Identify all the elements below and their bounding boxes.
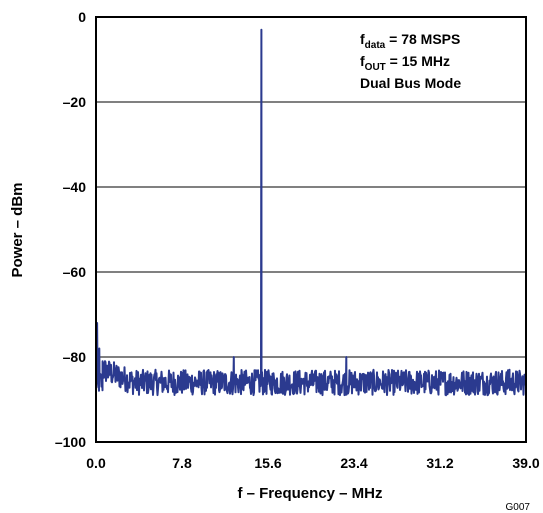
grid-lines (96, 101, 526, 358)
x-tick-label: 7.8 (172, 455, 192, 471)
annotation-box: fdata = 78 MSPS fOUT = 15 MHz Dual Bus M… (360, 31, 461, 91)
y-tick-label: –40 (63, 179, 87, 195)
y-tick-label: –80 (63, 349, 87, 365)
y-tick-label: –100 (55, 434, 86, 450)
y-tick-label: –60 (63, 264, 87, 280)
annotation-line-2: fOUT = 15 MHz (360, 53, 450, 73)
x-tick-label: 23.4 (340, 455, 367, 471)
spectrum-trace (95, 24, 527, 442)
x-axis-title: f – Frequency – MHz (237, 485, 382, 502)
figure-id: G007 (506, 502, 531, 513)
y-tick-label: –20 (63, 94, 87, 110)
plot-frame (95, 16, 527, 443)
annotation-line-1: fdata = 78 MSPS (360, 31, 460, 51)
x-axis-ticks: 0.0 7.8 15.6 23.4 31.2 39.0 (86, 455, 540, 471)
x-tick-label: 31.2 (426, 455, 453, 471)
y-axis-ticks: 0 –20 –40 –60 –80 –100 (55, 9, 86, 450)
x-tick-label: 0.0 (86, 455, 106, 471)
annotation-line-3: Dual Bus Mode (360, 75, 461, 91)
y-axis-title: Power – dBm (9, 182, 26, 277)
y-tick-label: 0 (78, 9, 86, 25)
x-tick-label: 39.0 (512, 455, 539, 471)
x-tick-label: 15.6 (254, 455, 281, 471)
